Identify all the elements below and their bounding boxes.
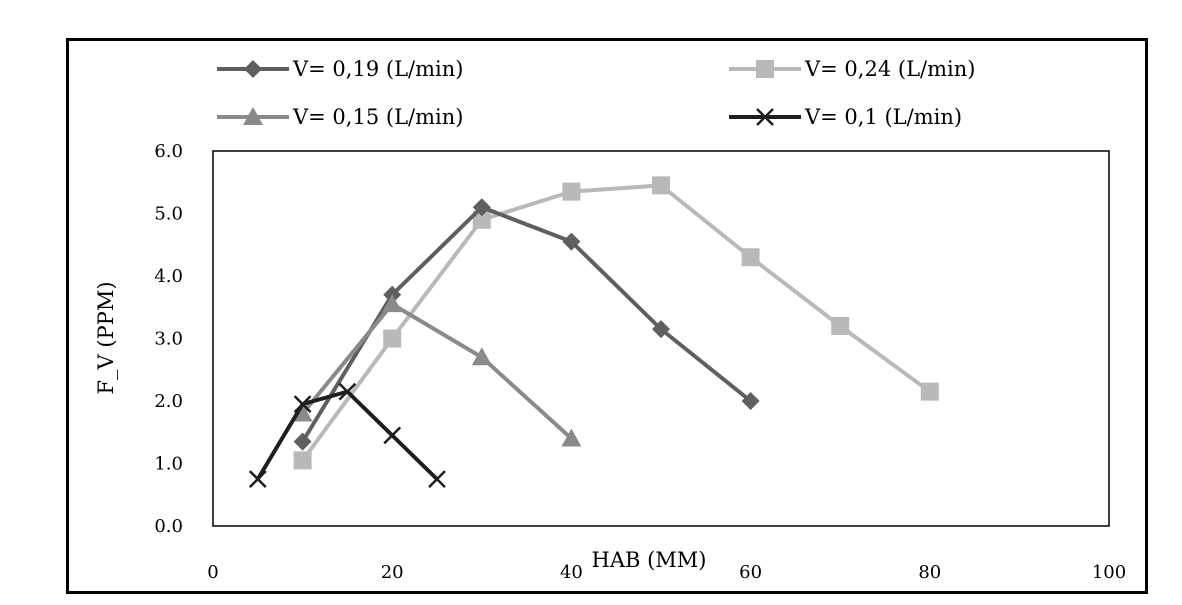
series-1-point xyxy=(652,320,670,339)
legend-swatch-marker xyxy=(756,108,774,126)
legend-label: V= 0,24 (L/min) xyxy=(804,57,975,81)
x-tick-label: 80 xyxy=(918,562,941,583)
series-3 xyxy=(292,294,582,447)
legend-label: V= 0,15 (L/min) xyxy=(292,105,463,129)
series-3-line xyxy=(301,302,573,440)
y-axis-title: F_V (PPM) xyxy=(94,281,118,394)
legend-swatch-marker xyxy=(756,60,774,78)
series-2-point xyxy=(562,182,581,201)
y-tick-label: 0.0 xyxy=(154,516,183,537)
series-3-point xyxy=(471,347,492,366)
y-tick-label: 2.0 xyxy=(154,391,183,412)
legend-item-4: V= 0,1 (L/min) xyxy=(729,105,962,129)
series-3-point xyxy=(382,294,403,313)
series-2-point xyxy=(293,451,312,470)
series-3-point xyxy=(292,403,313,422)
legend-label: V= 0,1 (L/min) xyxy=(804,105,962,129)
x-axis-title: HAB (MM) xyxy=(592,548,707,572)
series-2 xyxy=(293,176,939,470)
series-4-point xyxy=(338,382,357,401)
series-2-point xyxy=(472,210,491,229)
series-1-point xyxy=(741,392,760,410)
line-chart: 0.0 1.0 2.0 3.0 4.0 5.0 6.0 0 20 40 60 80 100 V= 0,… xyxy=(94,57,1126,583)
plot-area xyxy=(212,150,1110,527)
y-tick-label: 5.0 xyxy=(154,204,183,225)
series-2-point xyxy=(831,317,850,335)
series-2-point xyxy=(920,382,939,401)
series-1-point xyxy=(562,232,581,251)
series-4-point xyxy=(383,426,402,445)
legend-item-3: V= 0,15 (L/min) xyxy=(217,105,463,129)
series-3-point xyxy=(561,428,582,447)
legend-label: V= 0,19 (L/min) xyxy=(292,57,463,81)
legend-swatch-marker xyxy=(244,60,262,78)
x-tick-label: 60 xyxy=(739,562,762,583)
series-1 xyxy=(293,198,760,451)
legend-item-2: V= 0,24 (L/min) xyxy=(729,57,975,81)
series-4-point xyxy=(293,395,312,414)
series-1-point xyxy=(472,198,491,217)
x-tick-label: 40 xyxy=(560,562,583,583)
series-4-point xyxy=(428,470,446,489)
x-tick-label: 100 xyxy=(1092,562,1126,583)
series-4 xyxy=(248,382,446,489)
y-tick-label: 3.0 xyxy=(154,329,183,350)
series-2-point xyxy=(652,176,670,195)
x-tick-label: 20 xyxy=(381,562,404,583)
y-tick-label: 1.0 xyxy=(154,454,183,475)
series-2-line xyxy=(300,183,931,462)
y-tick-label: 4.0 xyxy=(154,266,183,287)
series-2-point xyxy=(741,248,760,267)
x-tick-label: 0 xyxy=(207,562,218,583)
series-4-line xyxy=(256,389,439,481)
series-1-line xyxy=(300,205,752,443)
series-4-point xyxy=(248,470,267,489)
series-1-point xyxy=(293,432,312,451)
legend-swatch-marker xyxy=(243,107,263,125)
y-tick-label: 6.0 xyxy=(154,141,183,162)
series-2-point xyxy=(383,329,402,348)
chart-frame: 0.0 1.0 2.0 3.0 4.0 5.0 6.0 0 20 40 60 80 100 V= 0,… xyxy=(66,38,1148,594)
legend-item-1: V= 0,19 (L/min) xyxy=(217,57,463,81)
